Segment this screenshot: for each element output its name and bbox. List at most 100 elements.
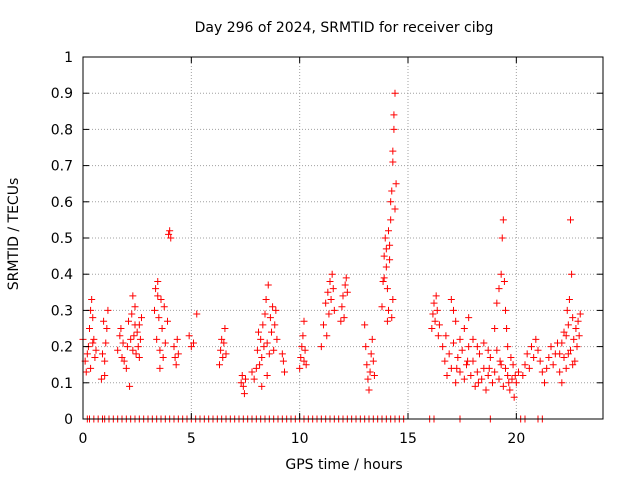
data-point: [509, 361, 517, 369]
data-point: [296, 364, 304, 372]
data-point: [369, 357, 377, 365]
data-point: [503, 325, 511, 332]
data-point: [222, 350, 230, 358]
y-tick-label: 1: [64, 50, 73, 66]
data-point: [343, 288, 351, 296]
data-point: [87, 364, 95, 372]
data-point: [257, 335, 265, 343]
data-point: [262, 296, 270, 304]
data-point: [497, 361, 505, 369]
data-point: [136, 335, 144, 343]
data-point: [323, 332, 331, 340]
data-point: [534, 346, 542, 354]
data-point: [133, 328, 141, 336]
data-point: [500, 277, 508, 285]
y-tick-label: 0.9: [51, 86, 73, 102]
data-point: [496, 357, 504, 365]
x-axis-label: GPS time / hours: [285, 457, 402, 473]
data-point: [510, 393, 518, 401]
data-point: [100, 317, 108, 325]
data-point: [538, 368, 546, 376]
data-point: [484, 372, 492, 380]
data-point: [116, 332, 124, 340]
data-point: [495, 285, 503, 293]
data-point: [456, 368, 464, 376]
data-point: [467, 372, 475, 380]
data-point: [268, 328, 275, 336]
data-point: [569, 314, 577, 322]
data-point: [263, 339, 271, 347]
data-point: [515, 368, 522, 376]
data-point: [120, 357, 128, 365]
data-point: [463, 361, 470, 369]
data-point: [258, 353, 266, 361]
data-point: [272, 306, 280, 314]
data-point: [341, 281, 349, 289]
data-point: [390, 125, 398, 133]
data-point: [382, 263, 390, 271]
data-point: [340, 314, 348, 322]
data-point: [392, 180, 400, 188]
data-point: [528, 343, 535, 351]
data-point: [443, 372, 451, 380]
data-point: [391, 205, 399, 213]
data-point: [337, 317, 345, 325]
data-point: [530, 353, 538, 361]
data-point: [388, 187, 396, 195]
chart-title: Day 296 of 2024, SRMTID for receiver cib…: [195, 20, 494, 36]
data-point: [389, 296, 397, 304]
data-point: [154, 292, 162, 300]
data-point: [151, 306, 158, 314]
data-point: [365, 386, 373, 394]
data-point: [160, 303, 168, 311]
data-point: [152, 285, 160, 293]
data-point: [217, 346, 225, 354]
data-point: [258, 382, 266, 390]
data-point: [469, 335, 477, 343]
y-tick-label: 0.4: [51, 267, 73, 283]
data-point: [458, 346, 466, 354]
data-point: [482, 386, 490, 394]
data-point: [135, 353, 143, 361]
data-point: [471, 382, 479, 390]
data-point: [486, 353, 494, 361]
data-point: [302, 361, 310, 369]
x-tick-label: 20: [507, 431, 525, 447]
y-axis-label: SRMTID / TECUs: [6, 178, 22, 291]
data-point: [279, 357, 287, 365]
data-point: [256, 361, 264, 369]
data-point: [575, 332, 583, 340]
data-point: [523, 350, 531, 358]
data-point: [386, 241, 394, 249]
data-point: [508, 375, 516, 383]
data-point: [474, 379, 482, 387]
data-point: [103, 325, 111, 332]
y-tick-label: 0.8: [51, 122, 73, 138]
data-point: [126, 382, 134, 390]
data-point: [278, 350, 286, 358]
data-point: [549, 361, 557, 369]
data-point: [317, 343, 325, 351]
data-point: [489, 379, 496, 387]
data-point: [248, 368, 256, 376]
data-point: [386, 256, 394, 264]
data-point: [86, 325, 93, 332]
data-point: [297, 353, 305, 361]
data-point: [220, 339, 228, 347]
data-point: [473, 343, 481, 351]
data-point: [264, 281, 272, 289]
data-point: [484, 346, 492, 354]
data-point: [250, 375, 258, 383]
data-point: [238, 372, 246, 380]
data-point: [435, 321, 443, 329]
data-point: [498, 234, 506, 242]
data-point: [385, 227, 392, 235]
data-point: [558, 339, 566, 347]
data-point: [454, 353, 462, 361]
x-tick-label: 0: [79, 431, 88, 447]
data-point: [382, 245, 390, 253]
data-point: [564, 321, 572, 329]
data-point: [556, 350, 564, 358]
data-point: [123, 343, 131, 351]
data-point: [491, 368, 499, 376]
